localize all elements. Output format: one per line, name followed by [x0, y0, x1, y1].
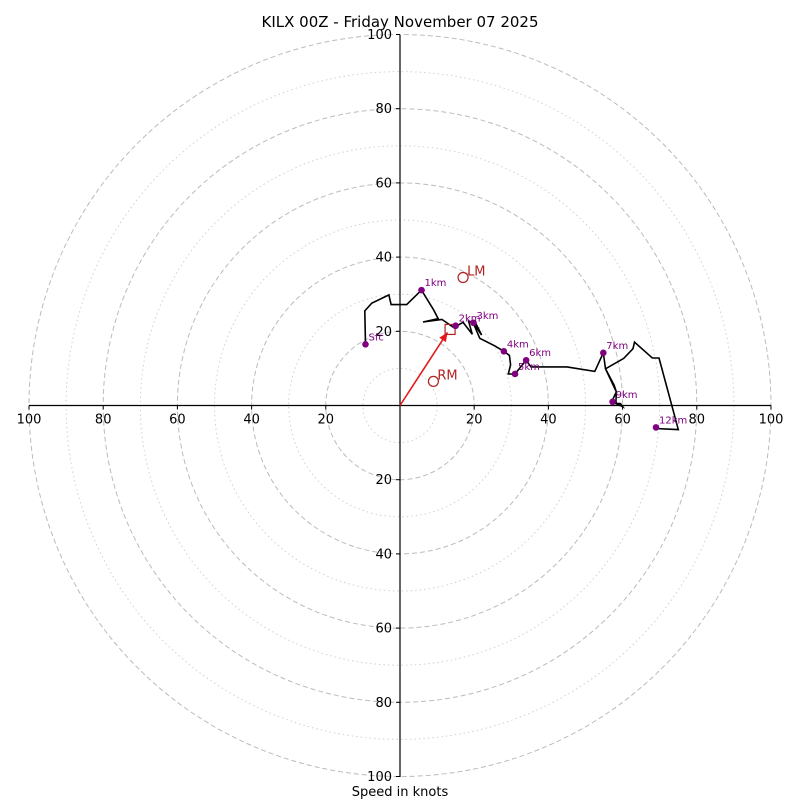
height-dot-7km [600, 349, 607, 357]
left-mover-marker [457, 271, 469, 284]
x-tick-label: 20 [466, 413, 483, 428]
height-label-2km: 2km [459, 314, 481, 325]
height-label-9km: 9km [616, 390, 638, 401]
storm-motion-arrow-shaft [399, 331, 449, 406]
x-tick-label: 100 [759, 413, 784, 428]
y-tick-label: 60 [375, 176, 392, 191]
height-dot-2km [452, 322, 459, 330]
x-tick-label: 40 [243, 413, 260, 428]
height-dot-1km [418, 286, 425, 294]
hodograph-trace-line [363, 288, 680, 431]
height-label-7km: 7km [606, 341, 628, 352]
height-dot-5km [511, 370, 519, 378]
x-tick-label: 40 [540, 413, 557, 428]
y-tick-label: 40 [375, 251, 392, 266]
height-dot-4km [500, 348, 508, 355]
y-tick-label: 20 [375, 473, 392, 488]
y-tick-label: 100 [367, 28, 392, 43]
height-dot-3km [470, 319, 477, 327]
y-tick-label: 20 [375, 325, 392, 340]
x-tick-label: 100 [17, 413, 42, 428]
height-label-Sfc: Sfc [368, 332, 383, 343]
height-label-3km: 3km [476, 311, 498, 322]
x-axis-label: Speed in knots [352, 785, 449, 800]
height-label-12km: 12km [659, 415, 687, 426]
right-mover-marker [427, 375, 439, 387]
height-dot-Sfc [362, 340, 369, 348]
y-tick-label: 80 [375, 696, 392, 711]
y-tick-label: 60 [375, 622, 392, 637]
storm-motion-group: RM LM [399, 265, 486, 406]
x-tick-label: 60 [614, 413, 631, 428]
height-label-6km: 6km [529, 348, 551, 359]
x-tick-label: 80 [689, 413, 706, 428]
height-label-1km: 1km [425, 278, 447, 289]
y-tick-labels: 100 80 60 40 20 20 40 60 80 100 [367, 28, 400, 785]
height-dot-9km [609, 398, 616, 406]
height-dot-12km [652, 424, 660, 431]
axes [29, 35, 771, 777]
x-tick-labels: 100 80 60 40 20 20 40 60 80 100 [17, 405, 784, 428]
y-tick-label: 80 [375, 102, 392, 117]
mean-wind-marker [444, 323, 456, 336]
height-dot-6km [522, 356, 530, 364]
x-tick-label: 20 [318, 413, 335, 428]
x-tick-label: 60 [169, 413, 186, 428]
hodograph-trace-group [363, 288, 680, 431]
y-tick-label: 40 [375, 547, 392, 562]
height-label-4km: 4km [507, 339, 529, 350]
left-mover-label: LM [467, 265, 485, 280]
right-mover-label: RM [437, 368, 457, 383]
height-label-5km: 5km [518, 362, 540, 373]
chart-title: KILX 00Z - Friday November 07 2025 [261, 13, 538, 31]
y-tick-label: 100 [367, 770, 392, 785]
x-tick-label: 80 [95, 413, 112, 428]
